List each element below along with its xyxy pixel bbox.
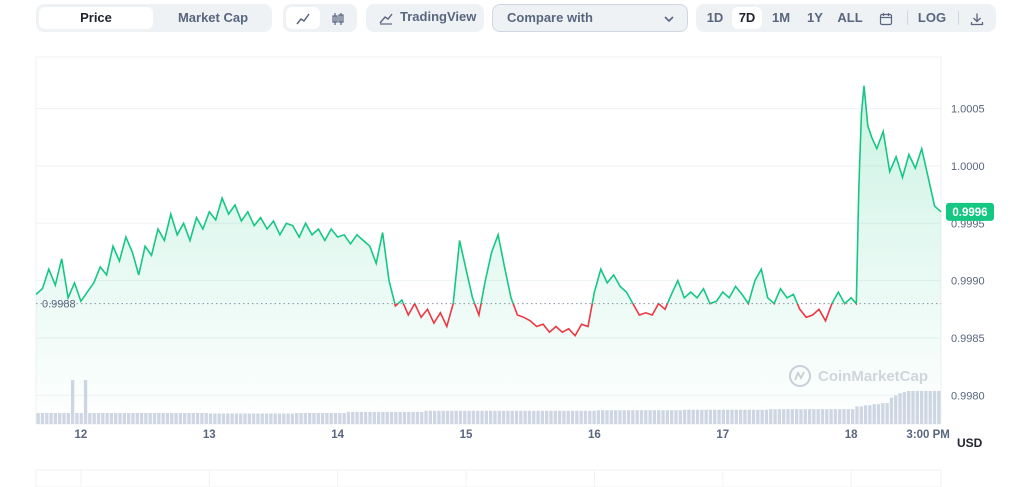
range-1d[interactable]: 1D <box>706 10 724 25</box>
download-button[interactable] <box>962 7 992 29</box>
coinmarketcap-logo-icon <box>789 365 811 387</box>
range-7d[interactable]: 7D <box>732 7 762 29</box>
chevron-down-icon <box>663 5 675 31</box>
separator <box>907 11 908 25</box>
y-tick-label: 0.9985 <box>951 333 985 345</box>
price-marketcap-toggle: Price Market Cap <box>36 4 272 32</box>
currency-label: USD <box>957 436 983 450</box>
tab-market-cap[interactable]: Market Cap <box>177 10 249 25</box>
tradingview-button[interactable]: TradingView <box>366 4 484 32</box>
price-line-down <box>393 303 858 338</box>
y-tick-label: 0.9980 <box>951 390 985 402</box>
range-all[interactable]: ALL <box>837 10 863 25</box>
download-icon <box>970 13 984 25</box>
calendar-icon <box>879 12 893 25</box>
x-tick-label: 14 <box>331 429 344 441</box>
chart-type-toggle <box>283 4 357 32</box>
date-range-button[interactable] <box>872 7 900 29</box>
watermark: CoinMarketCap <box>818 368 928 385</box>
y-tick-label: 0.9995 <box>951 218 985 230</box>
tab-price[interactable]: Price <box>39 7 153 29</box>
separator <box>958 11 959 25</box>
line-chart-icon <box>296 13 310 25</box>
range-1y[interactable]: 1Y <box>807 10 823 25</box>
line-chart-button[interactable] <box>286 7 320 29</box>
x-tick-label: 12 <box>75 429 88 441</box>
current-price-label: 0.9996 <box>952 207 987 219</box>
candlestick-icon <box>332 12 344 25</box>
y-tick-label: 0.9990 <box>951 276 985 288</box>
x-tick-label: 16 <box>588 429 601 441</box>
compare-with-label: Compare with <box>507 10 593 25</box>
candlestick-chart-button[interactable] <box>322 7 354 29</box>
baseline-label: 0.9988 <box>42 299 76 311</box>
x-tick-label: 18 <box>845 429 858 441</box>
current-price-tag: 0.9996 <box>946 202 994 221</box>
time-range-toggle: 1D 7D 1M 1Y ALL LOG <box>696 4 996 32</box>
x-tick-label: 13 <box>203 429 216 441</box>
x-tick-label: 3:00 PM <box>906 429 949 441</box>
price-line-up <box>35 85 942 304</box>
range-1m[interactable]: 1M <box>771 10 791 25</box>
tradingview-icon <box>379 13 393 25</box>
compare-with-select[interactable]: Compare with <box>492 4 688 32</box>
log-scale-button[interactable]: LOG <box>917 10 947 25</box>
x-tick-label: 15 <box>460 429 473 441</box>
y-tick-label: 1.0000 <box>951 161 985 173</box>
tradingview-label: TradingView <box>400 9 477 24</box>
navigator-strip[interactable] <box>35 469 942 487</box>
x-tick-label: 17 <box>716 429 729 441</box>
price-area-fill <box>36 85 941 422</box>
y-tick-label: 1.0005 <box>951 104 985 116</box>
